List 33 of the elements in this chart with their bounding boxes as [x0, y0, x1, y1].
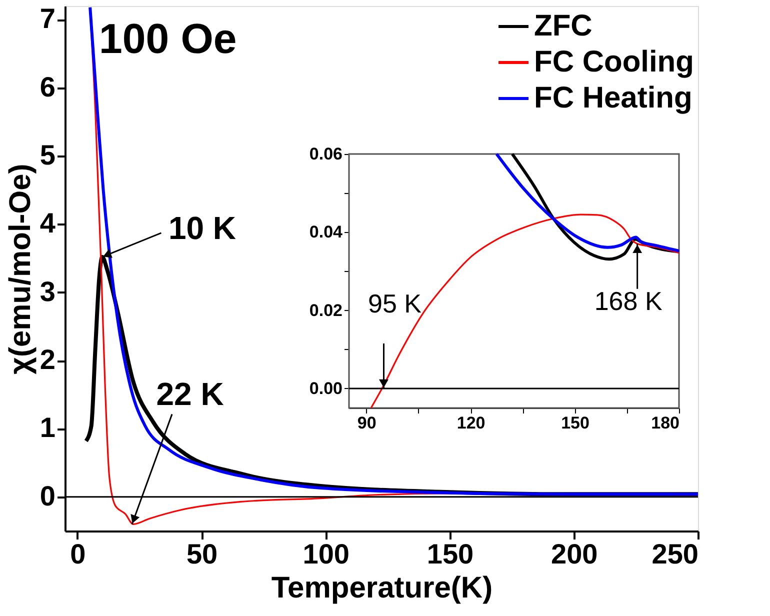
annotation: 100 Oe — [99, 15, 237, 62]
x-tick-label: 0 — [70, 538, 86, 570]
x-tick-label: 200 — [551, 538, 598, 570]
legend-label: FC Heating — [534, 82, 692, 114]
x-tick-label: 90 — [357, 414, 376, 432]
x-tick-label: 50 — [186, 538, 218, 570]
y-tick-label: 7 — [40, 3, 56, 34]
x-tick-label: 250 — [652, 538, 698, 570]
y-tick-label: 0.04 — [309, 222, 344, 242]
annotation: 22 K — [156, 376, 224, 412]
y-tick-label: 0.02 — [309, 300, 342, 320]
y-tick-label: 1 — [40, 412, 56, 444]
x-tick-label: 150 — [561, 414, 590, 432]
y-tick-label: 4 — [40, 208, 56, 239]
y-axis-title: χ(emu/mol-Oe) — [4, 164, 37, 374]
legend-label: ZFC — [534, 10, 592, 42]
annotation: 95 K — [368, 288, 422, 318]
x-tick-label: 150 — [426, 538, 474, 570]
x-tick-label: 120 — [456, 414, 486, 432]
y-tick-label: 0 — [40, 480, 56, 512]
annotation: 168 K — [594, 286, 663, 316]
x-tick-label: 100 — [302, 538, 350, 570]
y-tick-label: 2 — [40, 344, 56, 376]
y-tick-label: 3 — [40, 276, 56, 307]
x-tick-label: 180 — [651, 414, 680, 432]
y-tick-label: 6 — [40, 71, 56, 102]
legend-label: FC Cooling — [534, 46, 694, 78]
y-tick-label: 5 — [40, 140, 56, 170]
y-tick-label: 0.00 — [309, 378, 342, 398]
x-axis-title: Temperature(K) — [271, 572, 493, 604]
annotation: 10 K — [168, 210, 236, 246]
y-tick-label: 0.06 — [309, 144, 342, 164]
line-series — [370, 214, 680, 408]
